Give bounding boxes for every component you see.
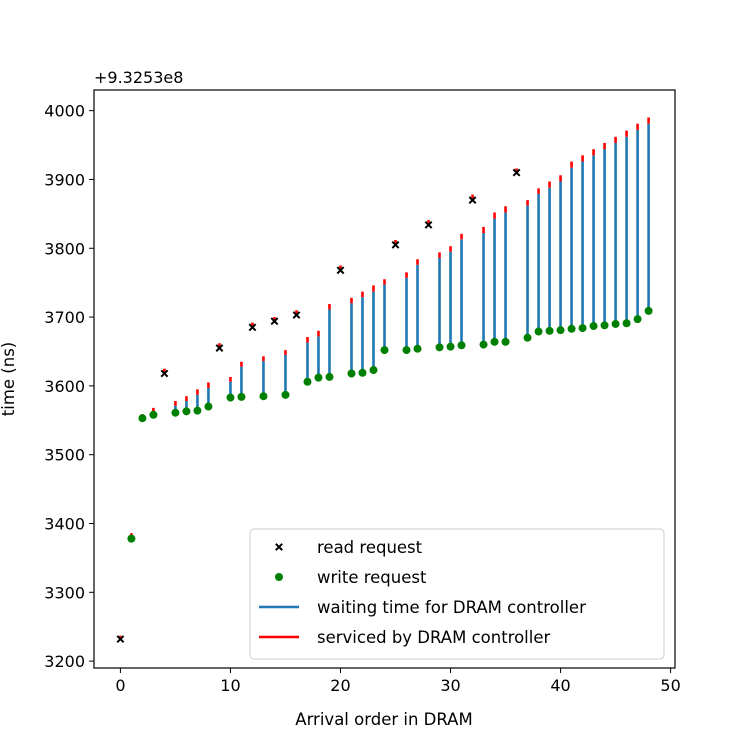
write-request-marker [259,392,268,401]
legend-label: read request [317,538,423,557]
read-marker-stroke [292,311,301,319]
x-tick-label: 10 [220,676,240,695]
write-request-marker [402,346,411,355]
read-request-marker [270,317,279,326]
write-request-marker [578,324,587,333]
ticks-layer: 0 10 20 30 40 50 3200 3300 3400 3500 3600 3700 3800 3… [44,102,680,695]
write-request-marker [204,402,213,411]
y-tick-label: 3700 [44,308,85,327]
write-request-marker [237,392,246,401]
x-tick-label: 0 [115,676,125,695]
read-request-marker [391,240,400,249]
write-request-marker [446,342,455,351]
write-request-marker [435,343,444,352]
legend-label: serviced by DRAM controller [317,628,551,647]
y-tick-label: 3800 [44,239,85,258]
read-marker-stroke [160,369,169,378]
legend-label: write request [317,568,427,587]
y-tick-label: 3400 [44,515,85,534]
read-marker-stroke [512,168,521,177]
read-marker-stroke [248,323,257,332]
write-request-marker [490,337,499,346]
write-request-marker [589,322,598,331]
legend: read request write request waiting time fo… [249,528,665,660]
y-tick-label: 4000 [44,102,85,121]
write-request-marker [600,321,609,330]
y-tick-label: 3500 [44,446,85,465]
write-request-marker [457,341,466,350]
read-marker-stroke [215,344,224,352]
write-request-marker [413,344,422,353]
legend-read-marker [275,543,283,551]
write-request-marker [358,368,367,377]
legend-box [249,528,665,660]
x-axis-label: Arrival order in DRAM [295,710,472,729]
write-request-marker [171,408,180,417]
offset-text: +9.3253e8 [94,68,183,87]
write-request-marker [534,327,543,336]
x-tick-label: 20 [330,676,350,695]
read-request-marker [116,635,125,644]
y-tick-label: 3600 [44,377,85,396]
read-request-marker [512,168,521,177]
y-tick-label: 3200 [44,652,85,671]
write-request-marker [281,390,290,399]
write-request-marker [644,306,653,315]
read-request-marker [160,369,169,378]
plot-frame [93,89,676,669]
write-request-marker [501,337,510,346]
read-marker-stroke [468,196,477,205]
y-tick-label: 3900 [44,170,85,189]
write-request-marker [556,326,565,335]
write-request-marker [347,369,356,378]
write-request-marker [226,393,235,402]
read-marker-stroke [391,240,400,249]
y-axis-label: time (ns) [0,342,18,416]
x-tick-label: 30 [440,676,460,695]
write-request-marker [303,377,312,386]
write-request-marker [149,410,158,419]
write-request-marker [479,340,488,349]
x-tick-label: 50 [660,676,680,695]
x-tick-label: 40 [550,676,570,695]
read-request-marker [215,344,224,352]
read-request-marker [292,311,301,319]
write-request-marker [193,406,202,415]
write-request-marker [567,324,576,333]
read-marker-stroke [275,543,283,551]
write-request-marker [369,366,378,375]
write-request-marker [622,319,631,328]
write-request-marker [380,346,389,355]
write-request-marker [182,407,191,416]
write-request-marker [611,319,620,328]
read-request-marker [336,266,345,275]
legend-write-marker [275,573,283,581]
read-marker-stroke [424,220,433,229]
write-request-marker [138,414,147,423]
read-request-marker [424,220,433,229]
write-request-marker [633,315,642,324]
write-request-marker [127,534,136,543]
series-layer [116,117,653,644]
write-request-marker [523,333,532,342]
write-request-marker [314,373,323,382]
read-marker-stroke [336,266,345,275]
write-request-marker [325,372,334,381]
read-request-marker [248,323,257,332]
y-tick-label: 3300 [44,583,85,602]
read-request-marker [468,196,477,205]
read-marker-stroke [270,317,279,326]
read-marker-stroke [116,635,125,644]
write-request-marker [545,326,554,335]
legend-label: waiting time for DRAM controller [317,598,586,617]
